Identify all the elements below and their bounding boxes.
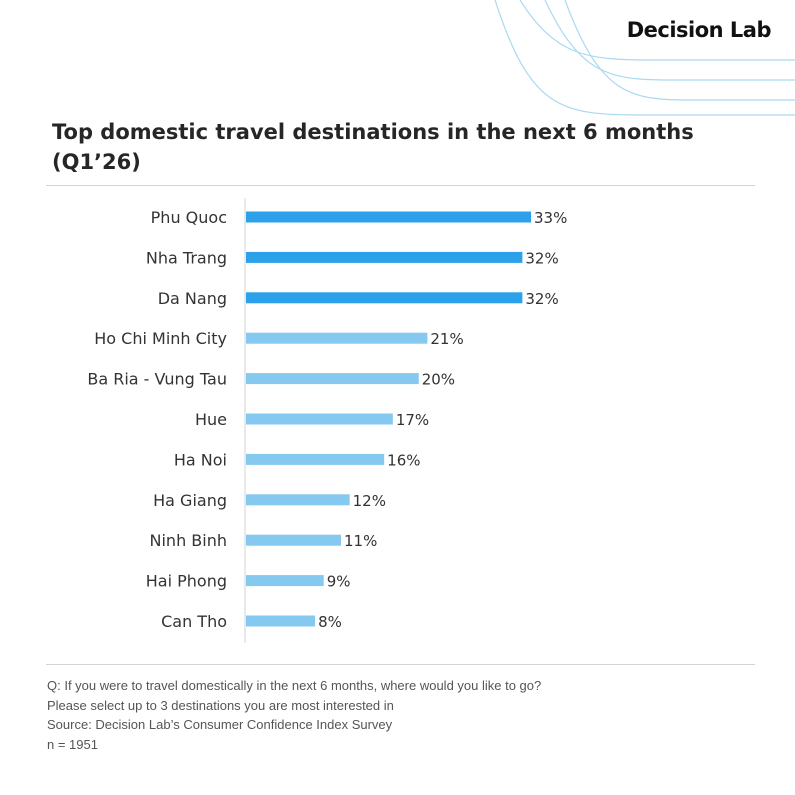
data-label: 9% [327,573,351,591]
bottom-divider [46,664,755,665]
top-divider [46,185,755,186]
category-label: Phu Quoc [151,208,227,227]
survey-instruction: Please select up to 3 destinations you a… [47,697,394,713]
bar [246,575,324,587]
category-label: Hai Phong [146,572,227,591]
bar [246,413,393,425]
data-label: 8% [318,613,342,631]
data-label: 12% [353,492,386,510]
bar [246,494,350,506]
chart-title-line1: Top domestic travel destinations in the … [52,120,694,144]
category-label: Ho Chi Minh City [94,329,227,348]
category-label: Hue [195,410,227,429]
category-label: Ninh Binh [150,531,227,550]
category-label: Ha Noi [174,450,227,469]
sample-size: n = 1951 [47,736,98,752]
bar [246,251,523,263]
bar [246,373,419,385]
data-label: 20% [422,371,455,389]
bar [246,292,523,304]
bar [246,332,428,344]
category-label: Ba Ria - Vung Tau [87,370,227,389]
survey-question: Q: If you were to travel domestically in… [47,678,542,693]
data-label: 11% [344,532,377,550]
category-label: Da Nang [158,289,227,308]
category-label: Ha Giang [153,491,227,510]
chart-title: Top domestic travel destinations in the … [52,117,752,177]
bar [246,615,316,627]
brand-logo: Decision Lab [626,18,772,42]
data-label: 32% [525,249,558,267]
data-label: 16% [387,451,420,469]
data-label: 17% [396,411,429,429]
bar [246,453,385,465]
data-label: 32% [525,290,558,308]
chart-title-line2: (Q1’26) [52,150,141,174]
data-label: 21% [430,330,463,348]
category-label: Nha Trang [146,248,227,267]
bar [246,211,531,223]
source-note: Source: Decision Lab’s Consumer Confiden… [47,717,393,732]
decorative-corner-lines [494,0,795,116]
data-label: 33% [534,209,567,227]
category-label: Can Tho [161,612,227,631]
bar [246,534,341,546]
footnotes: Q: If you were to travel domestically in… [47,676,747,754]
